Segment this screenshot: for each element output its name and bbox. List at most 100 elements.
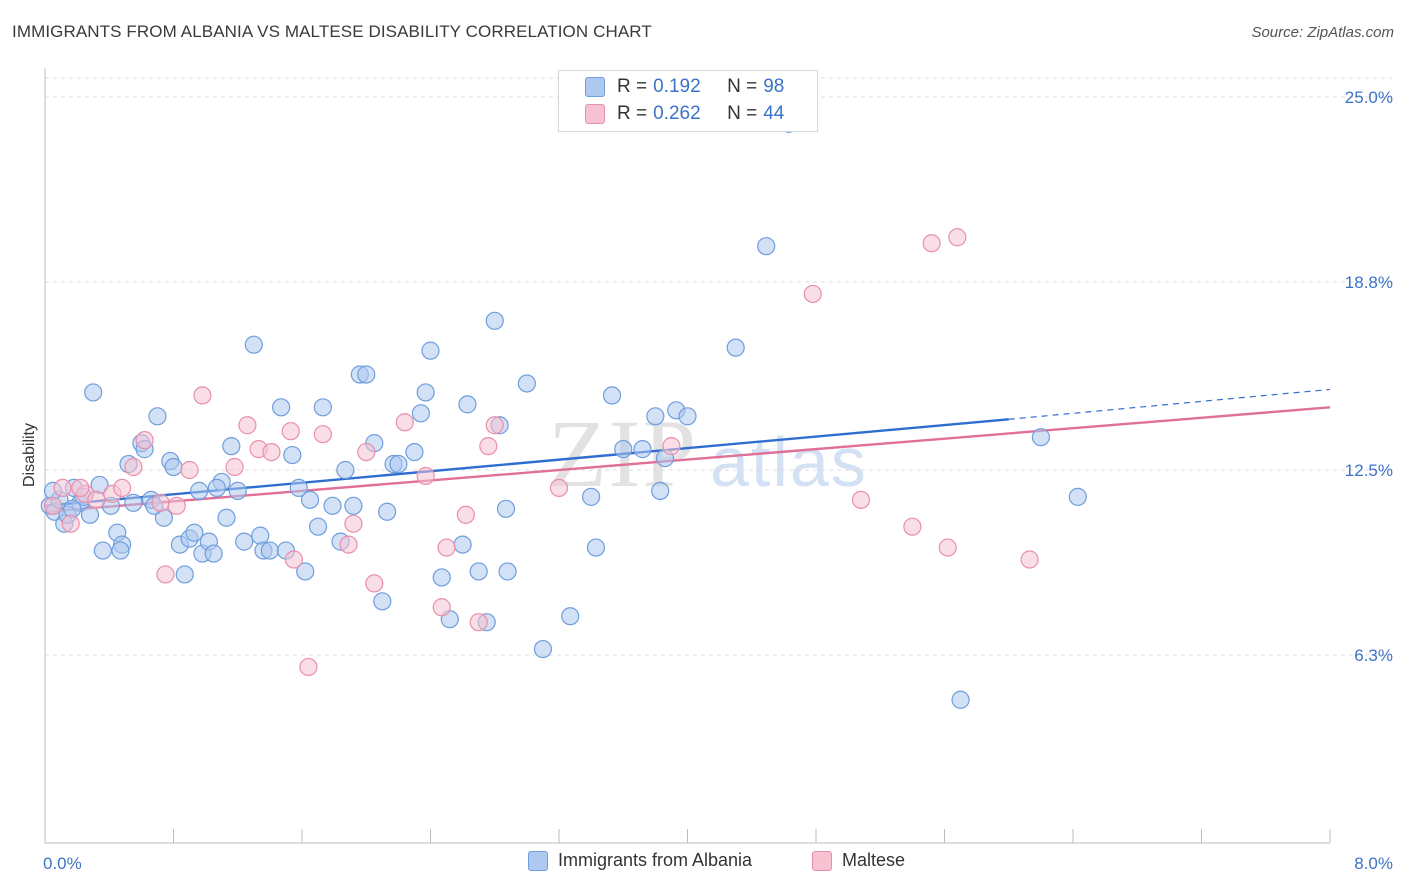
point-albania [289, 478, 308, 498]
legend-r-value-maltese: 0.262 [653, 103, 701, 124]
point-albania [678, 407, 697, 426]
point-maltese [339, 535, 358, 554]
point-albania [378, 502, 397, 521]
point-albania [614, 440, 633, 459]
point-maltese [61, 514, 80, 533]
source-label: Source: ZipAtlas.com [1251, 24, 1394, 41]
y-axis-title: Disability [21, 423, 38, 487]
point-albania [951, 690, 970, 709]
point-albania [300, 490, 320, 509]
point-albania [726, 338, 745, 357]
point-maltese [71, 478, 90, 498]
bottom-legend-albania: Immigrants from Albania [528, 850, 752, 871]
point-albania [308, 517, 328, 536]
point-albania [1031, 428, 1050, 447]
point-albania [357, 365, 376, 384]
point-maltese [903, 517, 922, 536]
point-maltese [87, 490, 106, 509]
legend-n-value-albania: 98 [763, 76, 785, 97]
point-maltese [395, 413, 414, 432]
point-albania [469, 562, 488, 581]
trend-line-maltese [44, 406, 1331, 513]
point-albania [251, 526, 270, 545]
point-maltese [549, 478, 569, 498]
point-maltese [938, 538, 957, 557]
bottom-legend-maltese: Maltese [812, 850, 905, 871]
point-albania [336, 460, 355, 480]
point-albania [235, 532, 254, 551]
point-maltese [53, 478, 72, 498]
bottom-legend-label-albania: Immigrants from Albania [558, 850, 753, 870]
point-maltese [365, 574, 384, 593]
point-albania [498, 562, 517, 581]
point-albania [344, 496, 363, 515]
y-tick-label: 18.8% [1345, 273, 1393, 292]
point-maltese [662, 437, 681, 456]
point-albania [222, 437, 241, 456]
point-maltese [479, 437, 498, 456]
point-maltese [193, 386, 212, 405]
point-albania [185, 523, 204, 542]
point-albania [602, 386, 622, 405]
point-albania [373, 592, 392, 611]
point-maltese [1020, 550, 1039, 569]
point-maltese [469, 613, 488, 632]
legend-row-albania: R = 0.192 N = 98 [585, 74, 784, 100]
point-albania [651, 481, 670, 500]
point-albania [646, 407, 665, 426]
point-maltese [416, 466, 435, 486]
point-albania [296, 562, 315, 581]
point-albania [533, 639, 553, 659]
point-maltese [238, 416, 257, 435]
point-albania [416, 383, 435, 402]
point-albania [207, 478, 226, 498]
point-albania [582, 487, 601, 506]
point-maltese [225, 457, 244, 477]
point-maltese [948, 228, 967, 247]
point-maltese [851, 490, 871, 509]
point-albania [421, 341, 440, 360]
bottom-legend-swatch-albania [528, 850, 548, 871]
chart-title: IMMIGRANTS FROM ALBANIA VS MALTESE DISAB… [12, 22, 652, 41]
axes [44, 68, 1331, 844]
point-albania [228, 481, 247, 500]
point-maltese [262, 442, 281, 462]
point-maltese [437, 538, 456, 557]
point-albania [260, 541, 279, 560]
point-albania [111, 541, 130, 560]
correlation-legend: R = 0.192 N = 98 R = 0.262 N = 44 [558, 70, 818, 132]
point-albania [204, 544, 223, 563]
legend-n-value-maltese: 44 [763, 103, 785, 124]
point-albania [244, 335, 263, 354]
legend-n-label: N = [727, 103, 758, 124]
point-maltese [357, 442, 376, 462]
legend-r-label: R = [617, 76, 648, 97]
point-maltese [922, 234, 941, 253]
legend-r-label: R = [617, 103, 648, 124]
legend-swatch-albania [585, 77, 605, 97]
bottom-legend-swatch-maltese [812, 850, 832, 871]
point-albania [190, 481, 209, 500]
point-maltese [432, 598, 451, 617]
point-albania [432, 568, 451, 587]
point-albania [175, 565, 194, 584]
point-maltese [180, 460, 199, 480]
point-maltese [456, 505, 475, 524]
bottom-legend-label-maltese: Maltese [842, 850, 906, 870]
point-maltese [43, 496, 63, 515]
trend-extension-albania [1008, 388, 1331, 420]
legend-row-maltese: R = 0.262 N = 44 [585, 101, 784, 127]
point-maltese [281, 422, 300, 441]
point-albania [93, 541, 112, 560]
point-albania [517, 374, 536, 393]
point-albania [496, 499, 516, 518]
data-points [40, 114, 1087, 709]
point-maltese [151, 493, 170, 512]
point-albania [485, 311, 504, 330]
point-maltese [803, 284, 822, 304]
y-tick-label: 25.0% [1345, 88, 1393, 107]
point-albania [148, 407, 167, 426]
tick-labels: 6.3% 12.5% 18.8% 25.0% 0.0% 8.0% Disability [21, 88, 1393, 873]
point-maltese [135, 431, 154, 450]
point-albania [757, 237, 776, 256]
